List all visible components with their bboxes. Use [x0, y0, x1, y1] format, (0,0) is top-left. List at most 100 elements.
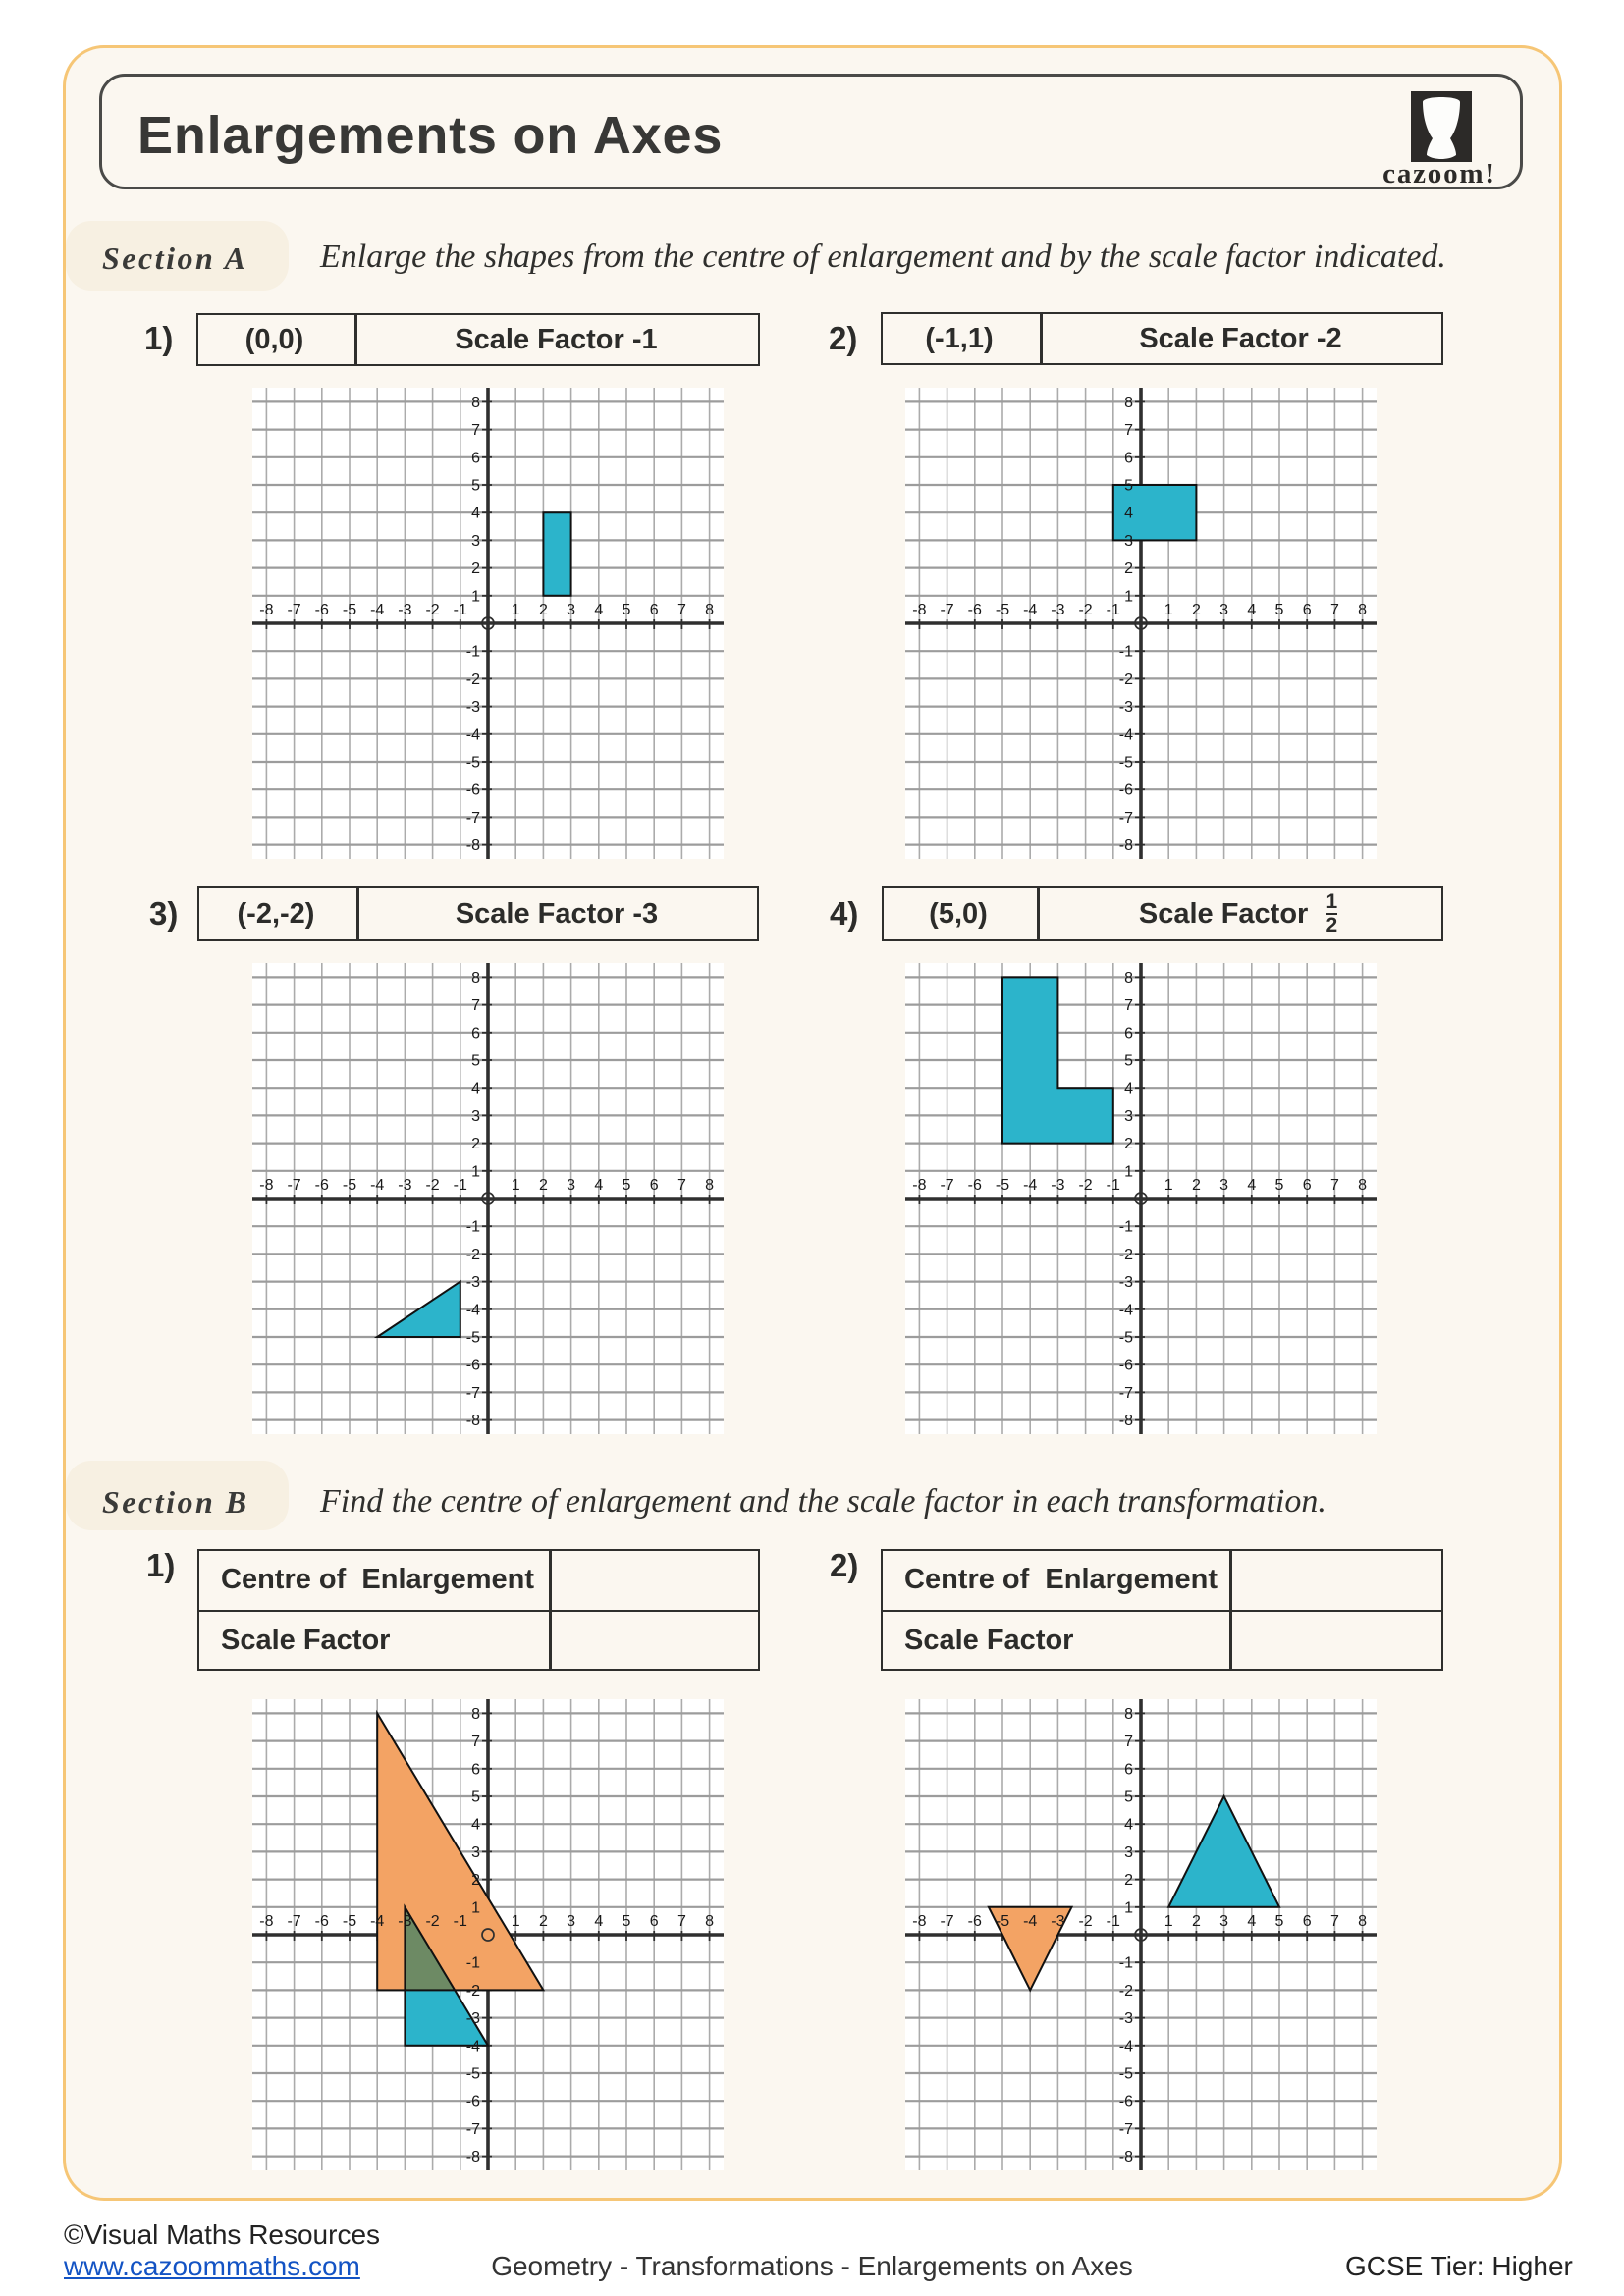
- svg-text:-4: -4: [1023, 1913, 1037, 1930]
- svg-text:-3: -3: [1119, 699, 1133, 716]
- svg-text:2: 2: [1124, 561, 1133, 577]
- svg-text:-3: -3: [466, 699, 480, 716]
- svg-text:8: 8: [1124, 970, 1133, 987]
- svg-text:-4: -4: [370, 1913, 384, 1930]
- svg-text:1: 1: [512, 1177, 520, 1194]
- svg-text:6: 6: [471, 1761, 480, 1778]
- svg-text:4: 4: [1247, 1913, 1256, 1930]
- svg-text:-7: -7: [940, 602, 953, 618]
- svg-text:6: 6: [471, 1025, 480, 1041]
- svg-text:-6: -6: [1119, 2094, 1133, 2110]
- svg-text:-4: -4: [466, 726, 480, 743]
- svg-text:-3: -3: [466, 2010, 480, 2027]
- svg-text:-5: -5: [1119, 2066, 1133, 2083]
- svg-text:-6: -6: [466, 2094, 480, 2110]
- svg-text:3: 3: [1219, 1913, 1228, 1930]
- svg-text:1: 1: [1164, 1177, 1173, 1194]
- svg-text:-5: -5: [466, 755, 480, 772]
- svg-text:-5: -5: [996, 602, 1009, 618]
- svg-text:-5: -5: [996, 1177, 1009, 1194]
- svg-text:5: 5: [1275, 1913, 1284, 1930]
- svg-text:5: 5: [471, 1789, 480, 1806]
- svg-text:-8: -8: [1119, 1413, 1133, 1429]
- svg-text:1: 1: [1124, 1163, 1133, 1180]
- svg-text:8: 8: [1358, 1177, 1367, 1194]
- svg-text:7: 7: [471, 997, 480, 1014]
- svg-text:3: 3: [1124, 1844, 1133, 1861]
- svg-text:-7: -7: [1119, 2121, 1133, 2138]
- svg-text:8: 8: [705, 1913, 714, 1930]
- svg-text:-3: -3: [1051, 1913, 1064, 1930]
- svg-text:3: 3: [567, 1913, 575, 1930]
- svg-text:7: 7: [1330, 1177, 1339, 1194]
- svg-text:7: 7: [1330, 1913, 1339, 1930]
- svg-text:-7: -7: [287, 1913, 300, 1930]
- svg-text:7: 7: [1124, 997, 1133, 1014]
- svg-text:-4: -4: [1119, 2038, 1133, 2055]
- svg-text:-4: -4: [466, 1302, 480, 1318]
- svg-text:7: 7: [1124, 1734, 1133, 1750]
- svg-text:8: 8: [1124, 1706, 1133, 1723]
- svg-text:-2: -2: [466, 671, 480, 688]
- svg-text:-8: -8: [912, 1913, 926, 1930]
- svg-text:-1: -1: [1119, 1955, 1133, 1972]
- svg-text:3: 3: [1124, 1108, 1133, 1125]
- svg-text:5: 5: [1124, 1053, 1133, 1070]
- svg-text:-8: -8: [259, 1913, 273, 1930]
- svg-text:-6: -6: [1119, 782, 1133, 799]
- svg-text:2: 2: [539, 1913, 548, 1930]
- svg-text:-3: -3: [398, 602, 411, 618]
- svg-text:-4: -4: [1023, 602, 1037, 618]
- svg-text:1: 1: [512, 1913, 520, 1930]
- svg-text:-6: -6: [968, 1913, 982, 1930]
- svg-text:-6: -6: [968, 1177, 982, 1194]
- svg-text:-5: -5: [343, 1177, 356, 1194]
- svg-text:6: 6: [1303, 1177, 1312, 1194]
- svg-text:-6: -6: [315, 1177, 329, 1194]
- svg-text:8: 8: [471, 395, 480, 411]
- svg-text:-2: -2: [425, 602, 439, 618]
- svg-text:-5: -5: [466, 1330, 480, 1347]
- svg-text:3: 3: [1219, 602, 1228, 618]
- svg-text:7: 7: [1330, 602, 1339, 618]
- svg-text:6: 6: [650, 1177, 659, 1194]
- svg-text:-4: -4: [1023, 1177, 1037, 1194]
- svg-text:-6: -6: [1119, 1358, 1133, 1374]
- svg-text:-4: -4: [370, 1177, 384, 1194]
- svg-text:-3: -3: [466, 1274, 480, 1291]
- svg-text:7: 7: [471, 422, 480, 439]
- svg-text:8: 8: [705, 602, 714, 618]
- svg-text:8: 8: [1124, 395, 1133, 411]
- svg-text:-5: -5: [996, 1913, 1009, 1930]
- svg-text:4: 4: [471, 1081, 480, 1097]
- svg-text:-8: -8: [466, 2149, 480, 2165]
- svg-text:-2: -2: [466, 1247, 480, 1263]
- svg-text:-1: -1: [1107, 602, 1120, 618]
- svg-text:6: 6: [471, 450, 480, 466]
- svg-text:5: 5: [623, 1177, 631, 1194]
- svg-text:2: 2: [539, 602, 548, 618]
- svg-text:4: 4: [1124, 1817, 1133, 1834]
- svg-text:5: 5: [1275, 1177, 1284, 1194]
- svg-text:6: 6: [650, 602, 659, 618]
- svg-text:-3: -3: [398, 1177, 411, 1194]
- svg-text:4: 4: [1124, 1081, 1133, 1097]
- svg-text:8: 8: [1358, 602, 1367, 618]
- svg-text:-7: -7: [466, 2121, 480, 2138]
- svg-text:6: 6: [650, 1913, 659, 1930]
- svg-text:2: 2: [471, 561, 480, 577]
- svg-text:3: 3: [1124, 533, 1133, 550]
- svg-text:-3: -3: [1051, 1177, 1064, 1194]
- svg-text:1: 1: [1164, 602, 1173, 618]
- svg-text:-2: -2: [1078, 1177, 1092, 1194]
- svg-text:5: 5: [471, 478, 480, 495]
- svg-text:7: 7: [677, 1913, 686, 1930]
- svg-text:7: 7: [677, 602, 686, 618]
- svg-text:-4: -4: [1119, 1302, 1133, 1318]
- svg-text:5: 5: [1124, 1789, 1133, 1806]
- svg-text:-2: -2: [1078, 1913, 1092, 1930]
- svg-text:3: 3: [471, 533, 480, 550]
- svg-text:-3: -3: [1119, 2010, 1133, 2027]
- svg-text:-8: -8: [466, 837, 480, 854]
- svg-text:-2: -2: [466, 1983, 480, 2000]
